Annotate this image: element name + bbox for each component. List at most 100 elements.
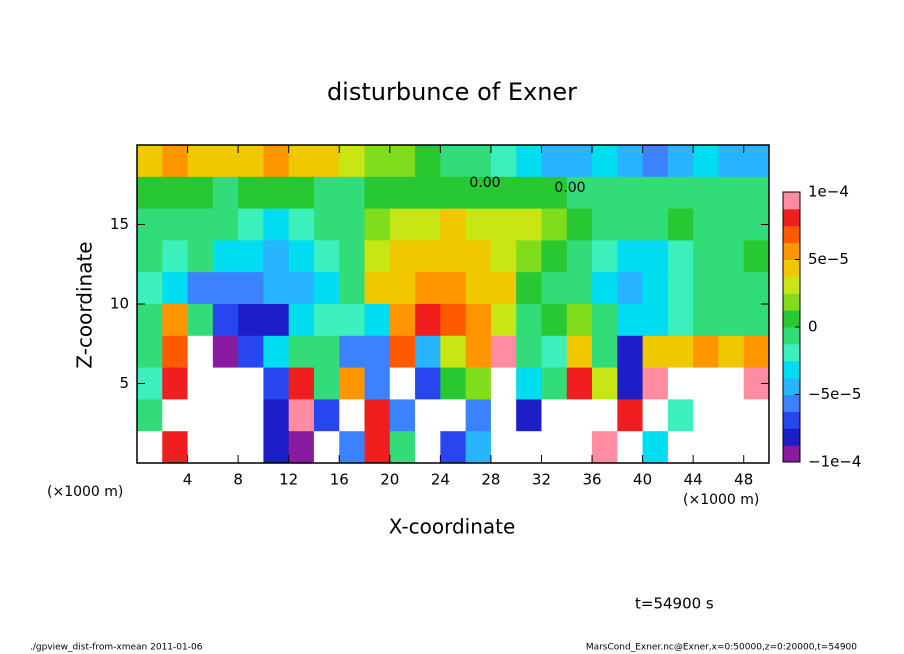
contour-cell — [313, 208, 340, 241]
contour-cell — [490, 431, 517, 464]
contour-cell — [288, 240, 315, 273]
colorbar-segment — [783, 208, 800, 227]
contour-cell — [313, 399, 340, 432]
contour-cell — [541, 335, 568, 369]
contour-cell — [415, 176, 441, 210]
contour-cell — [465, 399, 492, 432]
contour-cell — [592, 335, 618, 369]
contour-cell — [440, 240, 467, 273]
contour-cell — [566, 304, 593, 337]
contour-cell — [490, 272, 517, 305]
contour-cell — [667, 272, 694, 305]
contour-cell — [238, 240, 264, 273]
contour-cell — [541, 272, 568, 305]
contour-cell — [693, 304, 719, 337]
contour-cell — [389, 240, 416, 273]
contour-cell — [566, 399, 593, 432]
contour-cell — [238, 208, 264, 241]
contour-cell — [389, 176, 416, 210]
contour-cell — [238, 431, 264, 464]
contour-cell — [339, 240, 366, 273]
contour-cell — [718, 335, 745, 369]
colorbar-segment — [783, 343, 800, 362]
y-tick-label: 5 — [119, 374, 129, 392]
contour-cell — [592, 304, 618, 337]
contour-cell — [617, 145, 644, 178]
contour-cell — [364, 335, 391, 369]
contour-cell — [415, 399, 441, 432]
contour-cell — [162, 399, 189, 432]
contour-cell — [187, 145, 214, 178]
contour-cell — [541, 304, 568, 337]
colorbar-segment — [783, 225, 800, 244]
time-label: t=54900 s — [635, 595, 714, 613]
contour-cell — [415, 304, 441, 337]
contour-cell — [389, 208, 416, 241]
colorbar-segment — [783, 327, 800, 345]
contour-cell — [718, 272, 745, 305]
contour-cell — [743, 431, 770, 464]
contour-cell — [263, 176, 290, 210]
contour-cell — [187, 367, 214, 400]
contour-cell — [617, 399, 644, 432]
contour-cell — [339, 272, 366, 305]
contour-cell — [743, 240, 770, 273]
contour-cell — [288, 304, 315, 337]
contour-cell — [516, 431, 542, 464]
contour-cell — [313, 304, 340, 337]
contour-cell — [516, 272, 542, 305]
contour-cell — [212, 367, 239, 400]
x-unit-label: (×1000 m) — [683, 492, 759, 508]
contour-cell — [137, 176, 163, 210]
contour-cell — [617, 176, 644, 210]
contour-cell — [187, 399, 214, 432]
x-tick-label: 4 — [183, 471, 193, 489]
contour-cell — [490, 399, 517, 432]
contour-cell — [693, 272, 719, 305]
contour-cell — [566, 240, 593, 273]
colorbar-tick-label: 5e−5 — [808, 250, 849, 268]
contour-cell — [415, 240, 441, 273]
contour-cell — [592, 367, 618, 400]
contour-cell — [364, 304, 391, 337]
contour-cell — [212, 335, 239, 369]
colorbar-segment — [783, 293, 800, 311]
contour-cell — [541, 399, 568, 432]
contour-cell — [339, 304, 366, 337]
contour-cell — [137, 272, 163, 305]
contour-cell — [743, 176, 770, 210]
contour-cell — [490, 335, 517, 369]
contour-cell — [162, 367, 189, 400]
contour-cell — [238, 145, 264, 178]
contour-cell — [440, 176, 467, 210]
contour-cell — [743, 145, 770, 178]
chart-title: disturbunce of Exner — [327, 78, 577, 106]
contour-cell — [162, 272, 189, 305]
contour-cell — [566, 431, 593, 464]
contour-cell — [490, 367, 517, 400]
contour-cell — [263, 145, 290, 178]
contour-cell — [187, 304, 214, 337]
contour-cell — [339, 145, 366, 178]
contour-cell — [364, 145, 391, 178]
contour-cell — [238, 335, 264, 369]
contour-cell — [187, 272, 214, 305]
contour-cell — [162, 304, 189, 337]
contour-cell — [440, 335, 467, 369]
colorbar-segment — [783, 276, 800, 294]
contour-cell — [490, 176, 517, 210]
contour-cell — [187, 431, 214, 464]
contour-cell — [313, 367, 340, 400]
contour-cell — [718, 367, 745, 400]
x-tick-label: 24 — [431, 471, 450, 489]
contour-cell — [137, 399, 163, 432]
contour-label: 0.00 — [554, 180, 585, 196]
contour-cell — [389, 272, 416, 305]
contour-cell — [339, 176, 366, 210]
contour-cell — [313, 145, 340, 178]
contour-cell — [288, 367, 315, 400]
contour-cell — [187, 176, 214, 210]
footer-right: MarsCond_Exner.nc@Exner,x=0:50000,z=0:20… — [586, 643, 857, 653]
contour-cell — [642, 304, 669, 337]
